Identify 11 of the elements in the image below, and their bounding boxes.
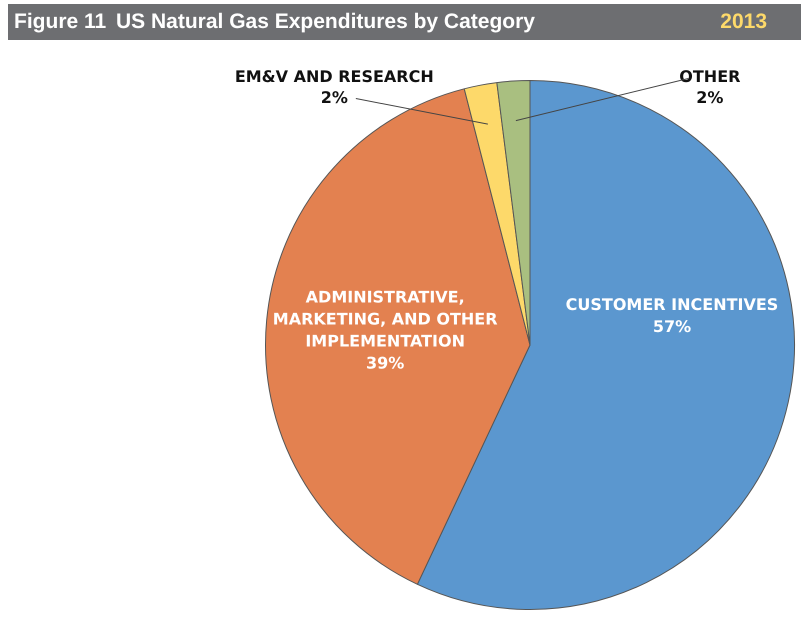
slice-label: EM&V AND RESEARCH [234, 67, 434, 86]
slice-label: ADMINISTRATIVE, MARKETING, AND OTHER IMPLEMENTATION [272, 287, 498, 350]
caption: Figure 11 [14, 10, 106, 34]
data-label: 39% [366, 353, 404, 372]
slice-label: OTHER [679, 67, 740, 86]
chart-title: US Natural Gas Expenditures by Category [116, 10, 535, 34]
data-label: 57% [652, 316, 692, 336]
slice-label: CUSTOMER INCENTIVES [566, 294, 778, 314]
chart-subtitle: 2013 [720, 10, 767, 34]
data-label: 2% [320, 88, 348, 108]
data-label: 2% [696, 88, 724, 108]
